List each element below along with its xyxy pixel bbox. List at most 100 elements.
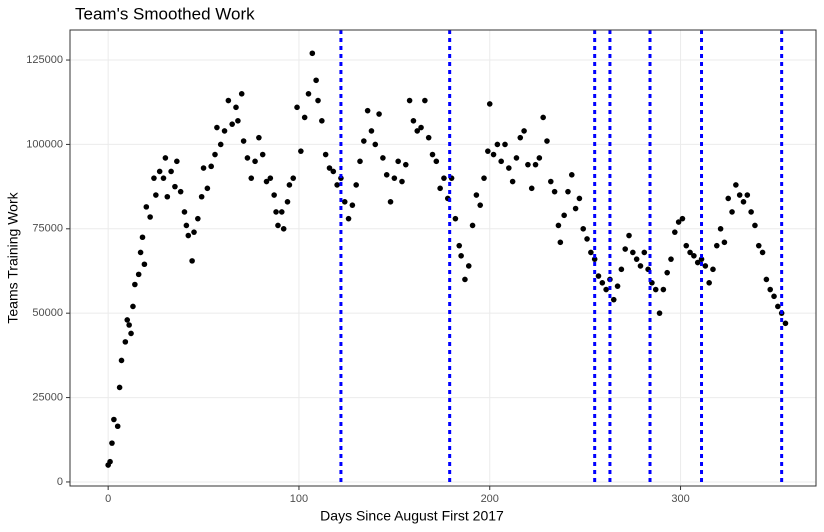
point — [361, 138, 367, 144]
point — [418, 124, 424, 131]
point — [656, 310, 663, 316]
point — [238, 90, 245, 97]
y-tick-label: 0 — [57, 476, 63, 488]
point — [565, 188, 571, 195]
point — [290, 175, 297, 181]
point — [221, 128, 228, 134]
point — [116, 384, 123, 391]
point — [755, 242, 762, 249]
point — [494, 141, 501, 148]
point — [595, 273, 602, 279]
point — [710, 266, 716, 273]
point — [164, 193, 171, 200]
y-tick-label: 25000 — [32, 391, 63, 403]
point — [235, 117, 241, 124]
point — [740, 199, 747, 205]
point — [271, 192, 277, 198]
point — [174, 158, 180, 165]
point — [748, 209, 754, 215]
point — [195, 215, 201, 222]
point — [191, 229, 197, 235]
point — [687, 249, 693, 256]
point — [349, 202, 356, 208]
point — [200, 165, 207, 171]
point — [341, 199, 348, 205]
x-tick-label: 200 — [481, 493, 499, 505]
point — [775, 303, 781, 310]
x-tick-label: 300 — [671, 493, 689, 505]
point — [528, 185, 535, 192]
y-tick-label: 125000 — [26, 54, 63, 66]
point — [610, 296, 617, 303]
point — [177, 188, 184, 195]
point — [402, 161, 409, 168]
point — [313, 77, 319, 84]
point — [263, 178, 270, 185]
point — [486, 101, 493, 107]
x-tick-label: 0 — [105, 493, 111, 505]
point — [168, 168, 174, 175]
point — [521, 128, 527, 134]
point — [547, 178, 554, 185]
point — [561, 212, 567, 219]
point — [668, 256, 674, 262]
point — [580, 226, 587, 232]
point — [387, 199, 394, 205]
point — [147, 214, 153, 220]
point — [301, 114, 308, 121]
point — [372, 141, 379, 148]
point — [532, 161, 539, 168]
point — [437, 185, 443, 192]
point — [172, 183, 178, 190]
point — [118, 357, 125, 364]
point — [319, 117, 325, 124]
point — [555, 222, 562, 229]
y-tick-label: 75000 — [32, 223, 63, 235]
point — [126, 322, 132, 328]
point — [294, 104, 300, 111]
point — [143, 204, 150, 210]
point — [652, 286, 659, 293]
point — [614, 283, 621, 289]
point — [183, 222, 190, 229]
point — [733, 182, 739, 188]
y-axis-label: Teams Training Work — [5, 191, 21, 323]
point — [233, 104, 239, 111]
point — [485, 148, 491, 154]
point — [132, 281, 138, 288]
point — [280, 226, 287, 232]
point — [702, 263, 709, 269]
point — [572, 205, 579, 212]
point — [509, 178, 516, 185]
point — [204, 185, 211, 192]
point — [544, 138, 550, 144]
point — [139, 234, 146, 241]
point — [664, 269, 670, 276]
point — [694, 259, 701, 266]
x-axis-label: Days Since August First 2017 — [320, 508, 504, 524]
point — [256, 134, 262, 141]
point — [759, 249, 766, 256]
point — [588, 249, 594, 256]
point — [630, 249, 636, 256]
point — [153, 192, 159, 198]
point — [513, 155, 520, 161]
y-tick-label: 100000 — [26, 138, 63, 150]
point — [637, 263, 644, 269]
point — [284, 199, 291, 205]
chart-title: Team's Smoothed Work — [75, 4, 255, 23]
point — [189, 258, 195, 264]
grid — [70, 30, 816, 486]
point — [267, 175, 274, 181]
point — [477, 202, 484, 208]
point — [141, 261, 148, 268]
point — [576, 195, 583, 202]
point — [481, 175, 487, 181]
point — [395, 158, 401, 165]
point — [128, 330, 134, 337]
point — [506, 165, 512, 171]
point — [717, 226, 724, 232]
point — [618, 266, 625, 273]
point — [465, 263, 472, 269]
point — [380, 155, 386, 161]
